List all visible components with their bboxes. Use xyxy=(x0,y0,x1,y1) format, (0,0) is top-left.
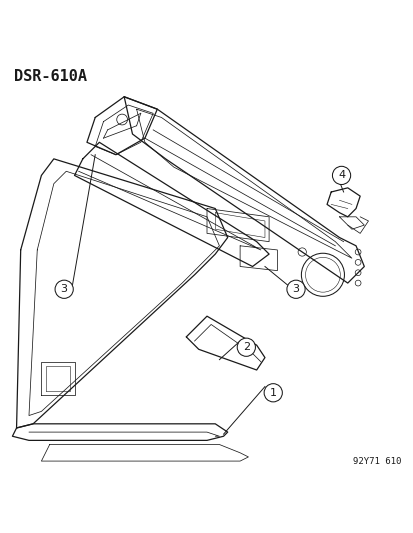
Text: 3: 3 xyxy=(61,284,67,294)
Text: 4: 4 xyxy=(337,171,344,180)
Circle shape xyxy=(55,280,73,298)
Circle shape xyxy=(332,166,350,184)
Text: 2: 2 xyxy=(242,342,249,352)
Circle shape xyxy=(263,384,282,402)
Text: 92Y71 610: 92Y71 610 xyxy=(352,457,401,466)
Circle shape xyxy=(286,280,304,298)
Text: DSR-610A: DSR-610A xyxy=(14,69,87,84)
Text: 1: 1 xyxy=(269,388,276,398)
Circle shape xyxy=(237,338,255,357)
Text: 3: 3 xyxy=(292,284,299,294)
